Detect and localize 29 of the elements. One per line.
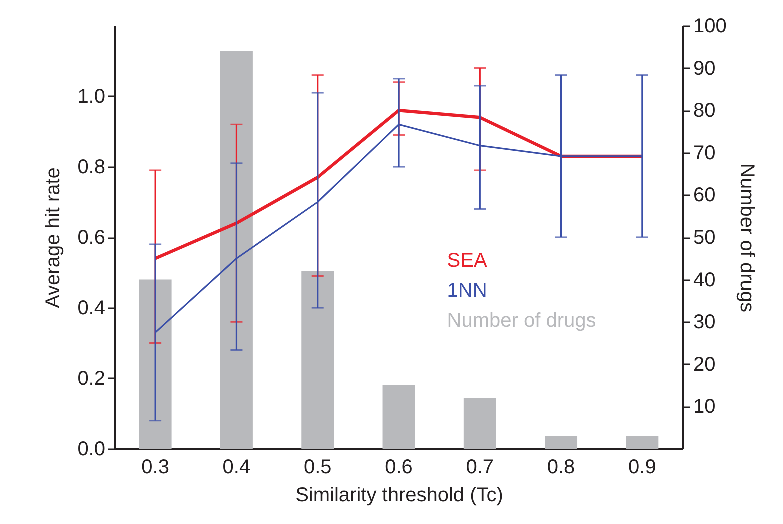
x-tick-label: 0.8 [547, 456, 576, 478]
y-tick-label: 1.0 [78, 86, 106, 108]
y2-tick-label: 60 [694, 184, 716, 207]
y2-tick-label: 90 [694, 58, 716, 80]
x-tick-label: 0.3 [142, 456, 170, 478]
text: Number of drugs [447, 310, 596, 332]
y-tick-label: 0.8 [78, 156, 106, 178]
y2-tick-label: 40 [694, 269, 716, 292]
y-tick-label: 0.0 [78, 438, 106, 460]
x-tick-label: 0.4 [222, 456, 251, 478]
x-axis-title: Similarity threshold (Tc) [296, 484, 504, 506]
y-axis-title: Average hit rate [42, 168, 65, 308]
text: SEA [447, 250, 488, 272]
x-tick-label: 0.6 [385, 456, 413, 478]
y-tick-label: 0.4 [78, 298, 106, 320]
y-tick-label: 0.2 [78, 368, 106, 390]
x-tick-label: 0.5 [304, 456, 332, 478]
y2-tick-label: 50 [694, 227, 716, 249]
y2-tick-label: 100 [694, 16, 727, 38]
y2-tick-label: 30 [694, 312, 716, 334]
y2-tick-label: 80 [694, 100, 716, 122]
x-tick-label: 0.9 [628, 456, 656, 478]
y2-axis-title: Number of drugs [736, 164, 758, 312]
y2-tick-label: 20 [694, 354, 716, 376]
y-tick-label: 0.6 [78, 227, 106, 249]
text: 1NN [447, 280, 488, 302]
y2-tick-label: 10 [694, 396, 716, 418]
x-tick-label: 0.7 [466, 456, 494, 478]
y2-tick-label: 70 [694, 142, 716, 164]
